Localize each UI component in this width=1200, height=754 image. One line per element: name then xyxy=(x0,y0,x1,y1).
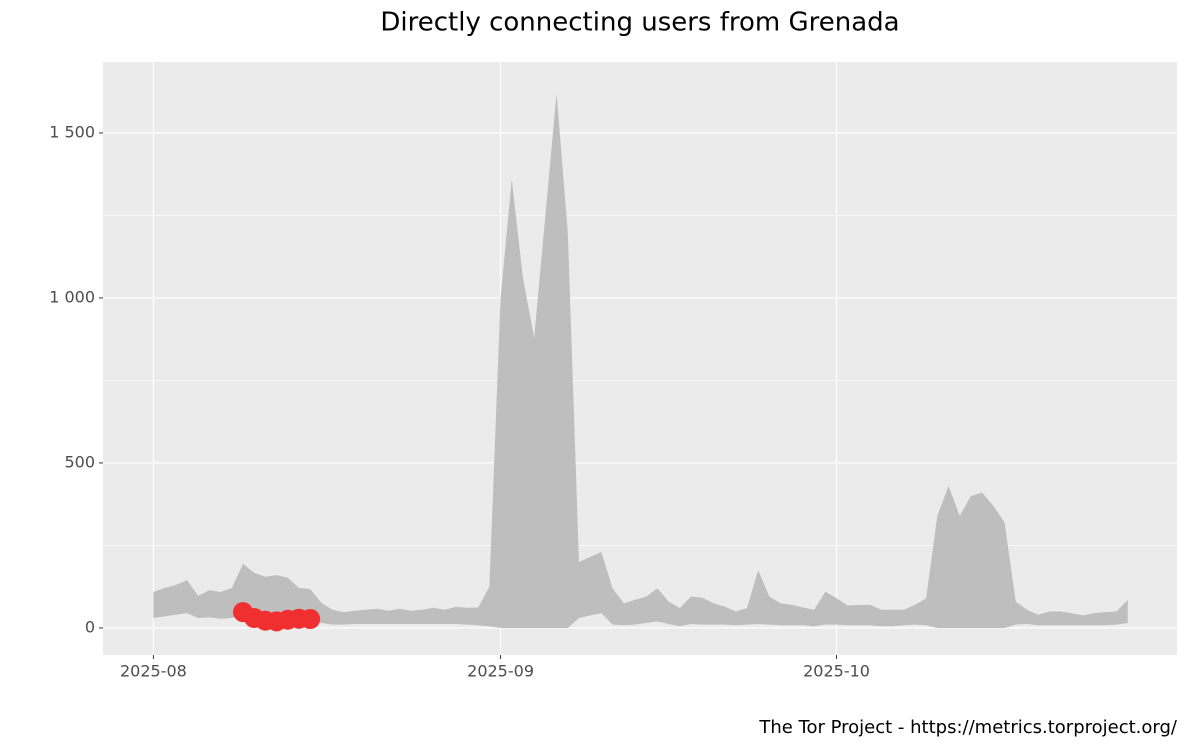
x-tick-label: 2025-08 xyxy=(120,662,187,681)
chart-title: Directly connecting users from Grenada xyxy=(380,8,899,38)
caption: The Tor Project - https://metrics.torpro… xyxy=(758,717,1178,738)
ribbon xyxy=(153,93,1128,628)
y-tick-label: 1 500 xyxy=(49,122,95,141)
y-tick-label: 1 000 xyxy=(49,287,95,306)
x-tick-label: 2025-10 xyxy=(803,662,870,681)
point xyxy=(300,609,321,630)
y-tick-label: 500 xyxy=(64,452,95,471)
y-tick-label: 0 xyxy=(85,617,95,636)
x-tick-label: 2025-09 xyxy=(467,662,534,681)
plot-background xyxy=(103,62,1177,655)
